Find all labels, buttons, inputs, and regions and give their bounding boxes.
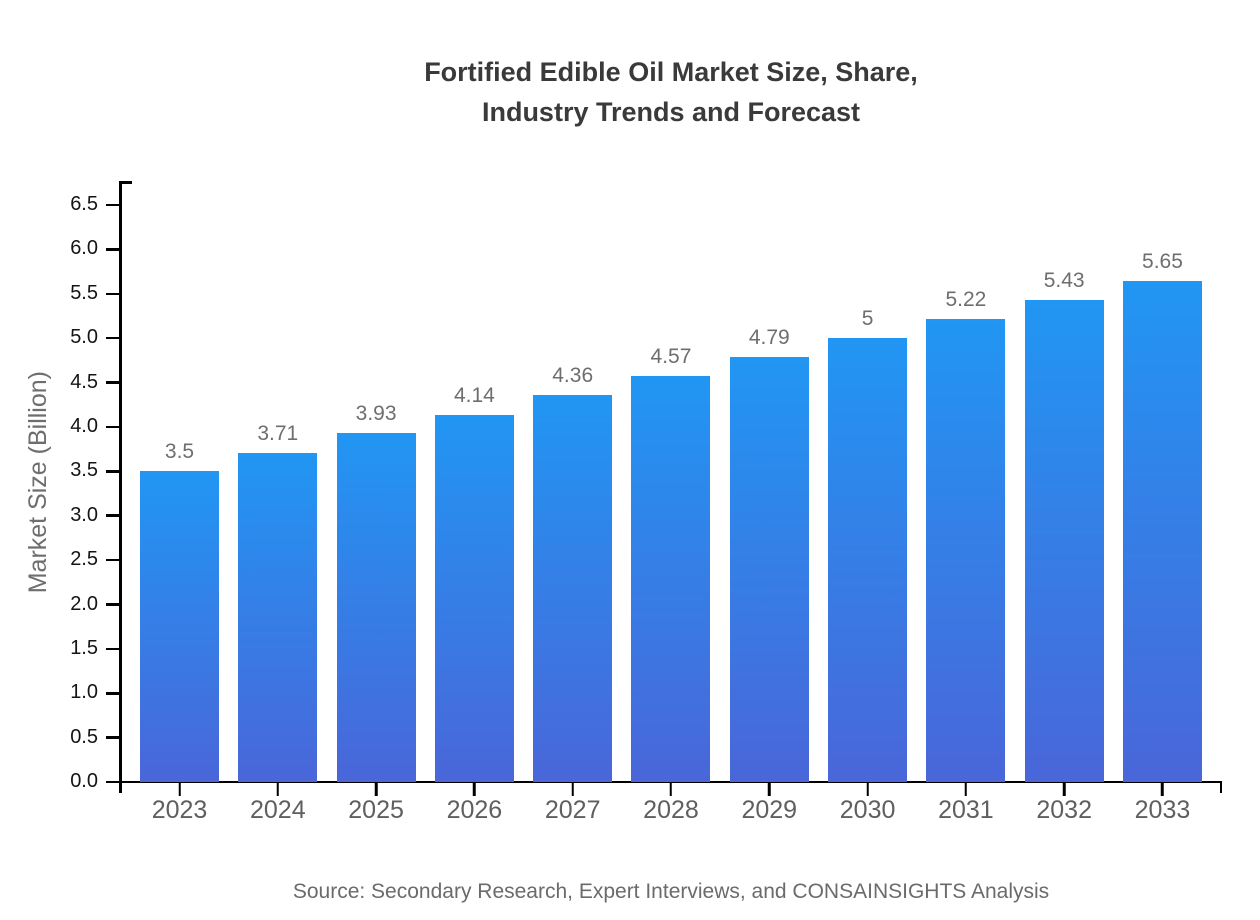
- y-tick-mark: [106, 514, 119, 517]
- y-tick-mark: [106, 647, 119, 651]
- y-tick-mark: [106, 470, 119, 473]
- x-tick-label: 2032: [1036, 796, 1092, 824]
- y-tick-label: 0.5: [70, 725, 98, 748]
- bar-slot: 3.93 2025: [336, 182, 416, 824]
- bar: [1122, 280, 1202, 782]
- bar-value-label: 5.43: [1043, 269, 1085, 293]
- y-tick-label: 0.0: [70, 770, 98, 792]
- bar-slot: 5.22 2031: [926, 182, 1006, 824]
- x-tick-mark: [571, 783, 574, 796]
- bar: [631, 376, 711, 782]
- bar-value-label: 3.71: [257, 421, 299, 445]
- bar-slot: 3.71 2024: [238, 182, 318, 824]
- bar-value-label: 5: [861, 307, 874, 331]
- x-tick-label: 2028: [643, 796, 699, 824]
- bar: [434, 414, 514, 782]
- y-tick-label: 5.5: [70, 281, 98, 304]
- bar-value-label: 3.5: [164, 440, 195, 464]
- x-tick-label: 2024: [249, 796, 306, 824]
- bar-slot: 5 2030: [828, 182, 908, 824]
- x-tick-label: 2030: [839, 796, 896, 824]
- bar-slot: 3.5 2023: [140, 182, 219, 824]
- y-axis-ticks: 0.0 0.5 1.0 1.5 2.0 2.5 3.0 3.5 4.0 4.5 5.0 5.5 6.0 6…: [70, 182, 1222, 792]
- x-tick-label: 2025: [348, 796, 404, 824]
- x-axis-line: [106, 780, 1222, 784]
- x-tick-mark: [473, 783, 476, 796]
- y-tick-mark: [106, 736, 119, 739]
- x-tick-mark: [276, 783, 280, 796]
- y-tick-label: 3.5: [70, 459, 98, 482]
- y-tick-mark: [106, 692, 119, 695]
- y-tick-label: 4.5: [70, 370, 98, 393]
- x-tick-mark: [374, 783, 378, 796]
- y-axis-line: [119, 181, 122, 793]
- y-tick-mark: [106, 336, 119, 340]
- y-tick-label: 2.0: [70, 592, 98, 615]
- y-tick-label: 6.0: [70, 237, 98, 260]
- chart-title-line1: Fortified Edible Oil Market Size, Share,: [424, 57, 918, 87]
- y-tick-label: 6.5: [70, 193, 98, 216]
- y-axis-top-cap: [119, 181, 132, 184]
- y-tick-mark: [106, 780, 119, 784]
- x-tick-mark: [866, 783, 869, 796]
- bar: [140, 471, 219, 782]
- x-axis-end-tick: [1219, 782, 1222, 793]
- x-tick-mark: [669, 783, 673, 796]
- x-tick-label: 2023: [151, 796, 208, 824]
- chart-title: Fortified Edible Oil Market Size, Share,…: [120, 52, 1222, 132]
- y-tick-mark: [106, 425, 119, 429]
- bar-slot: 4.14 2026: [434, 182, 514, 824]
- y-tick-label: 4.0: [70, 414, 98, 437]
- y-tick-mark: [106, 292, 119, 296]
- y-tick-mark: [106, 203, 119, 207]
- chart-title-line2: Industry Trends and Forecast: [481, 97, 861, 127]
- bar-value-label: 5.22: [945, 287, 987, 311]
- bar-slot: 5.43 2032: [1024, 182, 1104, 824]
- bar-value-label: 4.36: [552, 364, 594, 388]
- x-tick-label: 2033: [1134, 796, 1191, 824]
- y-tick-label: 5.0: [70, 326, 98, 349]
- bar-slot: 4.36 2027: [533, 182, 613, 824]
- bar-value-label: 5.65: [1142, 249, 1183, 273]
- bar: [1024, 300, 1104, 782]
- bar: [729, 356, 809, 782]
- x-tick-mark: [178, 783, 181, 796]
- x-tick-label: 2027: [544, 796, 601, 824]
- bar-value-label: 4.14: [453, 383, 495, 407]
- bars-container: 3.5 2023 3.71 2024 3.93 2025 4.14 2026 4.36 2027 4…: [120, 182, 1222, 824]
- x-tick-mark: [1161, 783, 1164, 796]
- y-tick-mark: [106, 248, 119, 251]
- bar-value-label: 3.93: [355, 402, 397, 426]
- y-tick-label: 1.0: [70, 681, 98, 704]
- bar-slot: 4.79 2029: [729, 182, 809, 824]
- bar: [828, 338, 908, 782]
- bar-value-label: 4.79: [748, 325, 790, 349]
- bar-value-label: 4.57: [650, 345, 692, 369]
- x-tick-mark: [768, 783, 771, 796]
- x-tick-mark: [964, 783, 968, 796]
- bar: [336, 433, 416, 782]
- x-tick-label: 2031: [938, 796, 994, 824]
- plot-area: 0.0 0.5 1.0 1.5 2.0 2.5 3.0 3.5 4.0 4.5 5.0 5.5 6.0 6…: [70, 181, 1222, 824]
- source-note: Source: Secondary Research, Expert Inter…: [292, 880, 1050, 903]
- y-tick-label: 3.0: [70, 503, 98, 526]
- y-tick-label: 1.5: [70, 636, 98, 659]
- y-tick-mark: [106, 381, 119, 384]
- bar: [238, 452, 318, 782]
- bar-slot: 5.65 2033: [1122, 182, 1202, 824]
- bar: [533, 395, 613, 782]
- y-tick-mark: [106, 558, 119, 562]
- bar: [926, 318, 1006, 782]
- y-tick-mark: [106, 603, 119, 606]
- x-tick-label: 2026: [446, 796, 503, 824]
- x-tick-mark: [1062, 783, 1066, 796]
- x-tick-label: 2029: [741, 796, 798, 824]
- bar-slot: 4.57 2028: [631, 182, 711, 824]
- y-tick-label: 2.5: [70, 548, 98, 571]
